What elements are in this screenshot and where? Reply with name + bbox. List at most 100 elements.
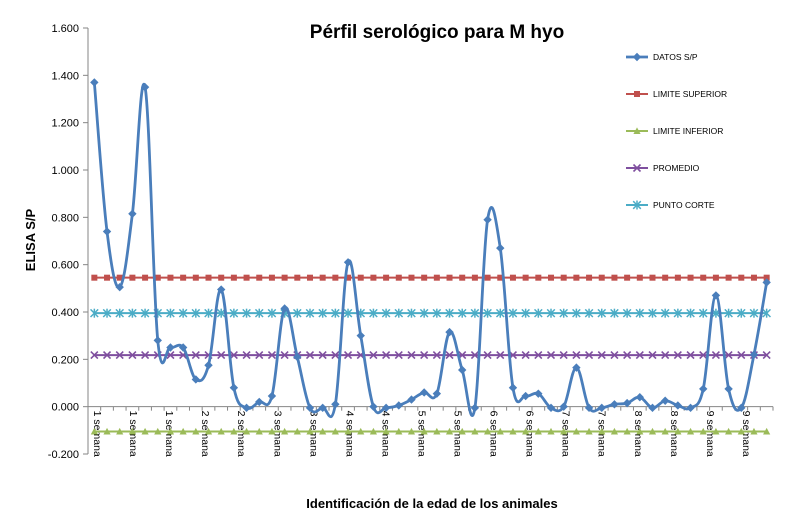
- marker-stroke: [496, 351, 505, 360]
- point-promedio: [711, 351, 720, 360]
- x-tick-label: 9 semana: [704, 411, 716, 457]
- marker-stroke: [255, 351, 264, 360]
- marker-stroke: [166, 351, 175, 360]
- point-limite-inferior: [293, 427, 301, 435]
- point-promedio: [343, 351, 353, 360]
- point-limite-superior: [497, 274, 504, 281]
- point-limite-superior: [598, 274, 605, 281]
- point-datos-s-p: [534, 389, 543, 398]
- marker-stroke: [420, 351, 429, 360]
- point-limite-superior: [116, 274, 123, 281]
- point-limite-inferior: [699, 427, 707, 435]
- point-limite-inferior: [420, 427, 428, 435]
- marker-stroke: [483, 351, 492, 360]
- marker-stroke: [724, 351, 733, 360]
- point-datos-s-p: [711, 291, 721, 300]
- marker-stroke: [191, 351, 200, 360]
- point-limite-superior: [509, 274, 516, 281]
- point-datos-s-p: [546, 403, 556, 413]
- series-promedio: [90, 351, 771, 360]
- point-limite-superior: [256, 274, 263, 281]
- point-promedio: [102, 351, 112, 360]
- marker-stroke: [661, 351, 670, 360]
- point-promedio: [673, 351, 682, 360]
- point-limite-superior: [535, 274, 542, 281]
- point-limite-inferior: [306, 427, 314, 435]
- point-datos-s-p: [128, 209, 137, 218]
- point-datos-s-p: [204, 361, 213, 370]
- point-punto-corte: [622, 308, 632, 318]
- point-promedio: [724, 351, 733, 360]
- point-limite-superior: [383, 274, 390, 281]
- point-limite-superior: [446, 274, 453, 281]
- point-punto-corte: [90, 308, 99, 318]
- point-limite-superior: [370, 274, 377, 281]
- point-limite-superior: [662, 274, 669, 281]
- point-promedio: [267, 351, 277, 360]
- point-limite-inferior: [623, 427, 631, 435]
- point-punto-corte: [419, 308, 429, 318]
- marker-stroke: [318, 351, 327, 360]
- point-promedio: [623, 351, 632, 360]
- chart-title: Pérfil serológico para M hyo: [310, 22, 564, 43]
- y-tick-label: 1.600: [51, 23, 79, 35]
- point-punto-corte: [318, 308, 328, 318]
- point-datos-s-p: [255, 397, 264, 407]
- point-datos-s-p: [115, 282, 124, 292]
- marker-stroke: [699, 351, 708, 360]
- point-punto-corte: [470, 308, 480, 318]
- point-limite-superior: [268, 274, 275, 281]
- point-datos-s-p: [90, 78, 99, 87]
- marker-stroke: [572, 351, 581, 360]
- marker-stroke: [267, 351, 277, 360]
- point-promedio: [597, 351, 606, 360]
- point-punto-corte: [229, 308, 239, 318]
- point-punto-corte: [331, 308, 340, 318]
- point-limite-inferior: [445, 427, 454, 435]
- series-line-datos-s-p: [92, 82, 769, 419]
- point-limite-inferior: [674, 427, 682, 435]
- point-datos-s-p: [610, 400, 619, 409]
- marker-stroke: [521, 351, 530, 360]
- point-limite-inferior: [433, 427, 441, 435]
- point-limite-superior: [91, 274, 98, 281]
- y-tick-label: 0.800: [51, 212, 79, 224]
- point-limite-inferior: [116, 427, 124, 435]
- x-tick-label: 2 semana: [235, 411, 247, 457]
- point-punto-corte: [267, 308, 277, 318]
- point-punto-corte: [698, 308, 708, 318]
- point-punto-corte: [660, 308, 670, 318]
- point-punto-corte: [204, 308, 213, 318]
- point-limite-superior: [129, 274, 136, 281]
- marker-stroke: [762, 351, 771, 360]
- point-limite-inferior: [522, 427, 530, 435]
- y-tick-label: 0.400: [51, 307, 79, 319]
- point-limite-inferior: [230, 427, 238, 435]
- legend-marker: [632, 200, 642, 210]
- point-limite-inferior: [103, 427, 111, 435]
- x-axis-title: Identificación de la edad de los animale…: [306, 496, 557, 511]
- point-limite-superior: [205, 274, 212, 281]
- point-datos-s-p: [229, 383, 239, 392]
- point-punto-corte: [394, 308, 404, 318]
- point-punto-corte: [216, 308, 226, 318]
- point-promedio: [445, 351, 454, 360]
- point-punto-corte: [686, 308, 695, 318]
- point-limite-superior: [357, 274, 364, 281]
- point-datos-s-p: [673, 401, 683, 410]
- point-punto-corte: [597, 308, 607, 318]
- point-limite-superior: [560, 274, 567, 281]
- point-limite-superior: [433, 274, 440, 281]
- point-datos-s-p: [635, 393, 645, 402]
- point-punto-corte: [648, 308, 657, 318]
- point-limite-superior: [738, 274, 745, 281]
- point-limite-inferior: [192, 427, 200, 435]
- point-promedio: [318, 351, 327, 360]
- legend-label: DATOS S/P: [653, 52, 698, 62]
- point-limite-inferior: [534, 427, 542, 435]
- point-limite-inferior: [141, 427, 149, 435]
- point-datos-s-p: [737, 403, 746, 413]
- point-punto-corte: [673, 308, 683, 318]
- marker-stroke: [546, 351, 556, 360]
- legend-item-punto-corte: PUNTO CORTE: [626, 200, 715, 210]
